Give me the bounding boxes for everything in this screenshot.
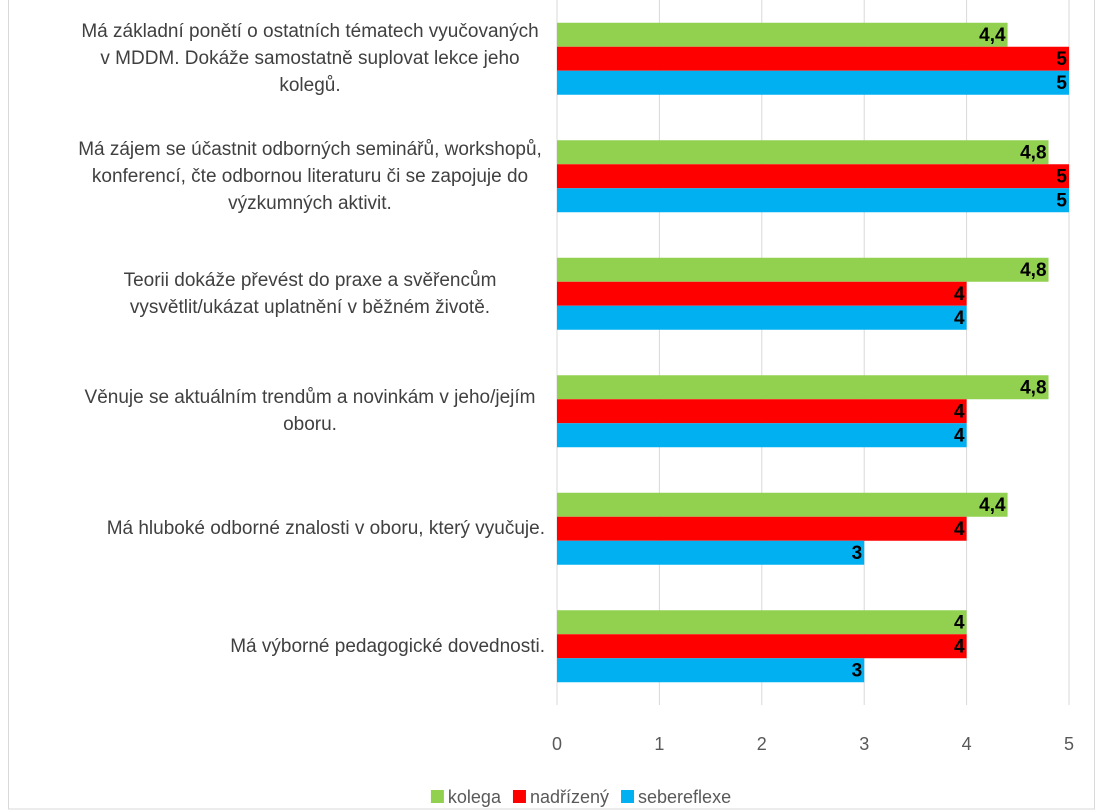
category-label: Má základní ponětí o ostatních tématech … — [20, 0, 545, 118]
bar — [557, 22, 1008, 47]
legend-swatch — [430, 790, 444, 803]
x-tick-label: 2 — [757, 734, 767, 754]
category-text: Má zájem se účastnit odborných seminářů,… — [78, 138, 542, 214]
category-text: Má základní ponětí o ostatních tématech … — [81, 21, 539, 97]
data-label: 4,8 — [1020, 377, 1046, 398]
data-label: 4 — [954, 612, 965, 633]
legend-label: sebereflexe — [638, 787, 731, 807]
category-text: Teorii dokáže převést do praxe a svěřenc… — [123, 269, 497, 318]
legend-label: nadřízený — [530, 787, 609, 807]
data-label: 4 — [954, 636, 965, 657]
bar — [557, 375, 1049, 400]
data-label: 4,8 — [1020, 142, 1046, 163]
bar — [557, 516, 967, 541]
data-label: 5 — [1056, 73, 1067, 94]
data-label: 5 — [1056, 49, 1067, 70]
category-label: Věnuje se aktuálním trendům a novinkám v… — [20, 353, 545, 471]
data-label: 4 — [954, 284, 965, 305]
x-tick-label: 5 — [1064, 734, 1074, 754]
data-label: 4,8 — [1020, 260, 1046, 281]
x-tick-label: 4 — [962, 734, 972, 754]
data-label: 3 — [852, 543, 863, 564]
data-label: 4 — [954, 308, 965, 329]
legend-swatch — [621, 790, 635, 803]
data-label: 4,4 — [979, 495, 1006, 516]
x-tick-label: 1 — [654, 734, 664, 754]
category-label: Má hluboké odborné znalosti v oboru, kte… — [20, 470, 545, 588]
bar — [557, 399, 967, 424]
category-text: Má výborné pedagogické dovednosti. — [230, 635, 545, 657]
bar — [557, 70, 1069, 95]
x-tick-label: 0 — [552, 734, 562, 754]
bar — [557, 188, 1069, 213]
bar — [557, 610, 967, 635]
bar — [557, 540, 865, 565]
data-label: 5 — [1056, 190, 1067, 211]
x-tick-label: 3 — [859, 734, 869, 754]
category-text: Má hluboké odborné znalosti v oboru, kte… — [106, 518, 545, 540]
data-label: 5 — [1056, 166, 1067, 187]
bar — [557, 423, 967, 448]
frame — [8, 0, 1095, 810]
legend-label: kolega — [448, 787, 502, 807]
bar — [557, 281, 967, 306]
category-label: Má zájem se účastnit odborných seminářů,… — [20, 118, 545, 236]
category-text: Věnuje se aktuálním trendům a novinkám v… — [84, 387, 536, 436]
category-label: Má výborné pedagogické dovednosti. — [20, 588, 545, 706]
bar — [557, 305, 967, 330]
bar — [557, 658, 865, 683]
category-label: Teorii dokáže převést do praxe a svěřenc… — [20, 235, 545, 353]
bar — [557, 257, 1049, 282]
data-label: 4,4 — [979, 25, 1006, 46]
data-label: 3 — [852, 660, 863, 681]
data-label: 4 — [954, 519, 965, 540]
bar — [557, 140, 1049, 165]
bar — [557, 164, 1069, 189]
data-label: 4 — [954, 401, 965, 422]
data-label: 4 — [954, 425, 965, 446]
bar — [557, 46, 1069, 71]
bar — [557, 634, 967, 659]
bar — [557, 492, 1008, 517]
legend-swatch — [512, 790, 526, 803]
